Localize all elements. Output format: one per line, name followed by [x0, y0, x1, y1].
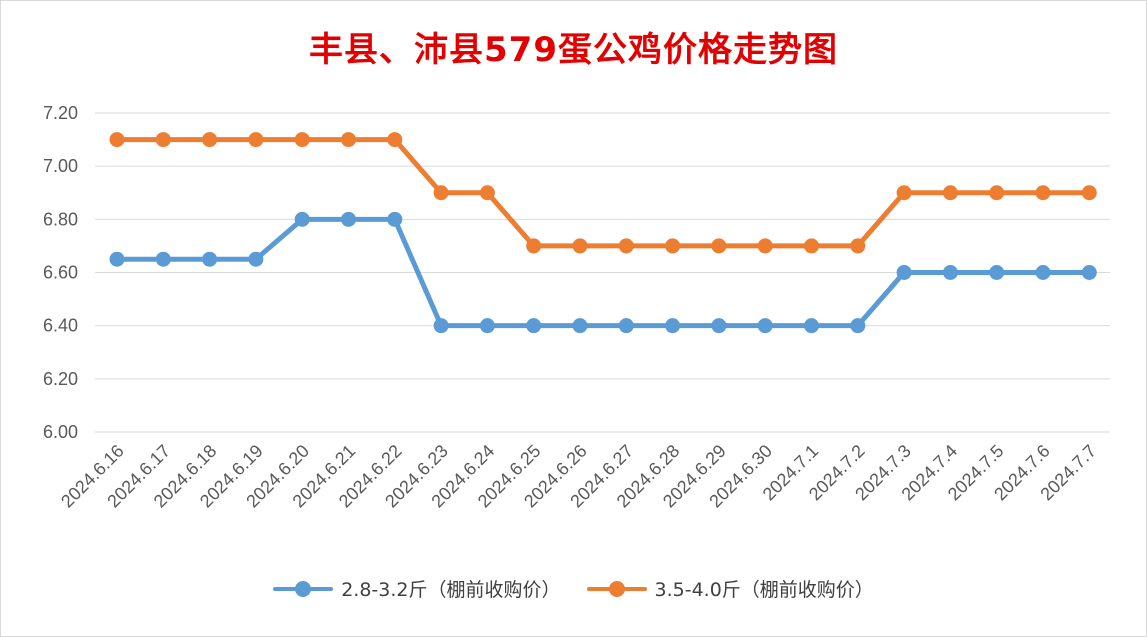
data-point[interactable] — [294, 132, 310, 148]
y-tick-label: 6.80 — [43, 209, 78, 229]
data-point[interactable] — [294, 211, 310, 227]
data-point[interactable] — [202, 132, 218, 148]
data-point[interactable] — [479, 318, 495, 334]
y-tick-label: 6.60 — [43, 263, 78, 283]
legend-swatch-series-1 — [273, 580, 334, 597]
series-1 — [109, 211, 1097, 334]
data-point[interactable] — [711, 238, 727, 254]
data-point[interactable] — [155, 132, 171, 148]
data-point[interactable] — [804, 238, 819, 254]
data-point[interactable] — [109, 132, 125, 148]
data-point[interactable] — [433, 318, 449, 334]
series-line — [114, 216, 1092, 329]
series-line — [114, 137, 1092, 249]
legend-item-series-1[interactable]: 2.8-3.2斤（棚前收购价） — [273, 575, 561, 602]
data-point[interactable] — [1081, 265, 1097, 280]
data-point[interactable] — [618, 238, 634, 254]
data-point[interactable] — [665, 238, 681, 254]
data-point[interactable] — [711, 318, 727, 334]
data-point[interactable] — [942, 265, 958, 280]
legend-swatch-series-2 — [586, 580, 647, 597]
legend-label-series-1: 2.8-3.2斤（棚前收购价） — [341, 579, 561, 601]
data-point[interactable] — [665, 318, 681, 334]
data-point[interactable] — [618, 318, 634, 334]
data-point[interactable] — [341, 132, 356, 148]
data-point[interactable] — [850, 238, 866, 254]
data-point[interactable] — [757, 318, 773, 334]
data-point[interactable] — [479, 185, 495, 201]
legend-label-series-2: 3.5-4.0斤（棚前收购价） — [654, 579, 874, 601]
data-point[interactable] — [526, 318, 542, 334]
data-point[interactable] — [155, 251, 171, 267]
data-point[interactable] — [989, 185, 1005, 201]
chart-title: 丰县、沛县579蛋公鸡价格走势图 — [309, 30, 838, 70]
data-point[interactable] — [942, 185, 958, 201]
data-point[interactable] — [202, 251, 218, 267]
y-tick-label: 6.00 — [43, 422, 78, 442]
plot-area: 6.00 6.20 6.40 6.60 6.80 7.00 7.20 2024.6.1620… — [43, 103, 1110, 512]
data-point[interactable] — [757, 238, 773, 254]
data-point[interactable] — [109, 251, 125, 267]
data-point[interactable] — [1035, 265, 1051, 280]
data-point[interactable] — [387, 132, 403, 148]
data-point[interactable] — [850, 318, 866, 334]
data-point[interactable] — [572, 238, 588, 254]
y-tick-label: 6.20 — [43, 369, 78, 389]
data-point[interactable] — [989, 265, 1005, 280]
data-point[interactable] — [896, 265, 912, 280]
data-point[interactable] — [248, 132, 264, 148]
y-tick-label: 7.20 — [43, 103, 78, 123]
data-point[interactable] — [433, 185, 449, 201]
series-2 — [109, 132, 1097, 254]
legend: 2.8-3.2斤（棚前收购价） 3.5-4.0斤（棚前收购价） — [0, 575, 1147, 602]
x-axis-ticks: 2024.6.162024.6.172024.6.182024.6.192024… — [57, 441, 1100, 512]
data-point[interactable] — [896, 185, 912, 201]
data-point[interactable] — [526, 238, 542, 254]
data-point[interactable] — [1035, 185, 1051, 201]
data-point[interactable] — [341, 211, 356, 227]
y-axis-ticks: 6.00 6.20 6.40 6.60 6.80 7.00 7.20 — [43, 103, 78, 442]
data-point[interactable] — [804, 318, 819, 334]
series-lines — [109, 132, 1097, 334]
y-tick-label: 7.00 — [43, 156, 78, 176]
data-point[interactable] — [1081, 185, 1097, 201]
data-point[interactable] — [572, 318, 588, 334]
legend-item-series-2[interactable]: 3.5-4.0斤（棚前收购价） — [586, 575, 874, 602]
y-tick-label: 6.40 — [43, 316, 78, 336]
data-point[interactable] — [387, 211, 403, 227]
data-point[interactable] — [248, 251, 264, 267]
